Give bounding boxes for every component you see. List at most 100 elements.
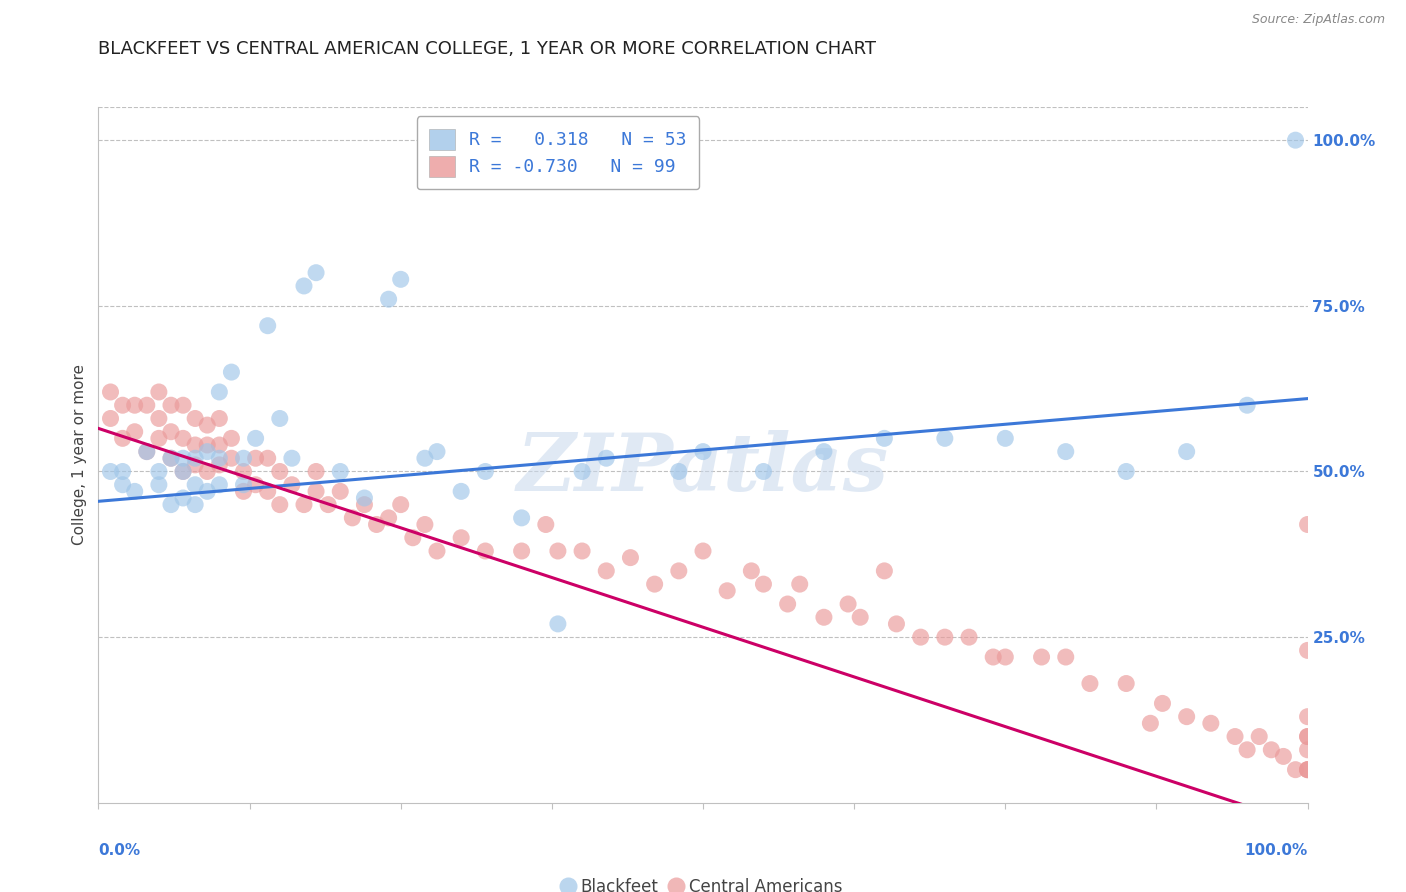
Text: 0.0%: 0.0%	[98, 843, 141, 858]
Point	[148, 465, 170, 479]
Point	[1296, 643, 1319, 657]
Point	[716, 583, 738, 598]
Point	[148, 431, 170, 445]
Point	[402, 531, 425, 545]
Point	[148, 384, 170, 399]
Point	[160, 398, 183, 412]
Y-axis label: College, 1 year or more: College, 1 year or more	[72, 365, 87, 545]
Point	[135, 444, 157, 458]
Point	[172, 465, 194, 479]
Point	[160, 425, 183, 439]
Point	[221, 365, 243, 379]
Point	[571, 465, 593, 479]
Point	[692, 444, 714, 458]
Point	[981, 650, 1004, 665]
Point	[1115, 465, 1137, 479]
Point	[281, 451, 304, 466]
Point	[474, 465, 496, 479]
Point	[184, 411, 207, 425]
Point	[450, 484, 472, 499]
Point	[208, 411, 231, 425]
Point	[366, 517, 388, 532]
Point	[668, 564, 690, 578]
Point	[353, 491, 375, 505]
Point	[837, 597, 859, 611]
Point	[1175, 709, 1198, 723]
Point	[1031, 650, 1053, 665]
Point	[232, 465, 254, 479]
Point	[245, 431, 267, 445]
Point	[208, 451, 231, 466]
Point	[1152, 697, 1174, 711]
Point	[752, 465, 775, 479]
Point	[1054, 650, 1077, 665]
Point	[195, 465, 218, 479]
Text: Source: ZipAtlas.com: Source: ZipAtlas.com	[1251, 13, 1385, 27]
Point	[474, 544, 496, 558]
Point	[305, 484, 328, 499]
Point	[886, 616, 908, 631]
Point	[776, 597, 799, 611]
Point	[111, 465, 134, 479]
Point	[1199, 716, 1222, 731]
Point	[1284, 133, 1306, 147]
Point	[619, 550, 641, 565]
Point	[292, 279, 315, 293]
Point	[752, 577, 775, 591]
Point	[148, 477, 170, 491]
Point	[692, 544, 714, 558]
Point	[1284, 763, 1306, 777]
Point	[160, 451, 183, 466]
Point	[413, 517, 436, 532]
Point	[329, 465, 352, 479]
Text: 100.0%: 100.0%	[1244, 843, 1308, 858]
Point	[256, 451, 278, 466]
Point	[1296, 730, 1319, 744]
Point	[413, 451, 436, 466]
Point	[124, 484, 146, 499]
Point	[269, 465, 291, 479]
Point	[184, 451, 207, 466]
Point	[100, 465, 122, 479]
Point	[135, 398, 157, 412]
Point	[124, 425, 146, 439]
Point	[172, 431, 194, 445]
Point	[1296, 763, 1319, 777]
Point	[172, 491, 194, 505]
Point	[389, 498, 412, 512]
Point	[1296, 743, 1319, 757]
Point	[377, 511, 399, 525]
Point	[172, 451, 194, 466]
Point	[571, 544, 593, 558]
Point	[1236, 743, 1258, 757]
Point	[1296, 730, 1319, 744]
Point	[245, 477, 267, 491]
Point	[789, 577, 811, 591]
Point	[1078, 676, 1101, 690]
Point	[813, 610, 835, 624]
Point	[184, 498, 207, 512]
Point	[873, 564, 896, 578]
Point	[547, 544, 569, 558]
Point	[184, 438, 207, 452]
Point	[269, 411, 291, 425]
Point	[172, 465, 194, 479]
Point	[184, 477, 207, 491]
Point	[160, 498, 183, 512]
Point	[160, 451, 183, 466]
Point	[111, 477, 134, 491]
Point	[1296, 709, 1319, 723]
Point	[1175, 444, 1198, 458]
Point	[849, 610, 872, 624]
Point	[195, 438, 218, 452]
Point	[510, 511, 533, 525]
Point	[910, 630, 932, 644]
Point	[873, 431, 896, 445]
Point	[934, 630, 956, 644]
Point	[934, 431, 956, 445]
Point	[957, 630, 980, 644]
Point	[195, 484, 218, 499]
Point	[221, 431, 243, 445]
Point	[100, 411, 122, 425]
Point	[148, 411, 170, 425]
